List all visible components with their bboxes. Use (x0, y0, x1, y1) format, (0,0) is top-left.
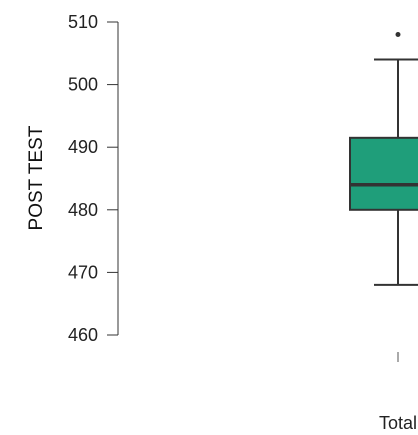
box-iqr (349, 136, 418, 211)
x-axis: Total (379, 352, 417, 433)
boxes-group (349, 32, 418, 286)
y-tick-label: 510 (68, 12, 98, 32)
y-axis: 460 470 480 490 500 510 (68, 12, 119, 345)
y-tick-label: 480 (68, 200, 98, 220)
x-tick-label: Total (379, 413, 417, 433)
outlier-point (395, 32, 401, 38)
y-tick-label: 500 (68, 75, 98, 95)
y-tick-label: 460 (68, 325, 98, 345)
y-axis-title: POST TEST (26, 125, 47, 230)
y-tick-label: 490 (68, 137, 98, 157)
y-tick-label: 470 (68, 262, 98, 282)
